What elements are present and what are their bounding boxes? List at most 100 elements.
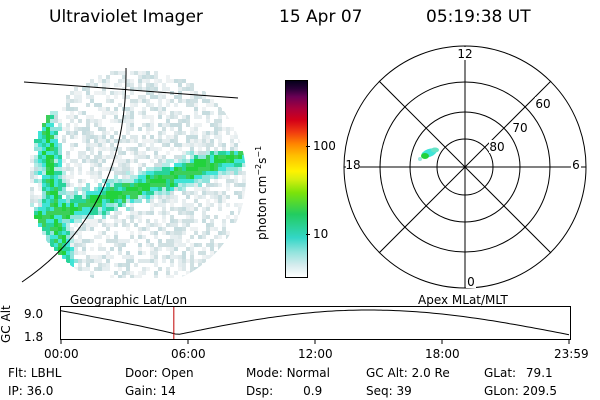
image-pixel [42,167,46,171]
image-pixel [98,135,102,139]
image-pixel [202,255,206,259]
image-pixel [90,199,94,203]
image-pixel [90,255,94,259]
image-pixel [82,223,86,227]
image-pixel [206,155,210,159]
image-pixel [118,267,122,271]
timeline-xtick-label: 18:00 [425,347,460,361]
image-pixel [194,115,198,119]
image-pixel [78,239,82,243]
image-pixel [102,111,106,115]
image-pixel [230,171,234,175]
image-pixel [86,159,90,163]
image-pixel [222,199,226,203]
image-pixel [102,155,106,159]
image-pixel [74,99,78,103]
image-pixel [134,159,138,163]
seq-field: Seq: 39 [366,384,412,398]
image-pixel [234,175,238,179]
image-pixel [158,159,162,163]
image-pixel [242,151,246,155]
image-pixel [166,187,170,191]
image-pixel [130,219,134,223]
image-pixel [202,143,206,147]
image-pixel [190,247,194,251]
image-pixel [122,223,126,227]
image-pixel [94,191,98,195]
image-pixel [130,255,134,259]
image-pixel [118,187,122,191]
image-pixel [166,151,170,155]
image-pixel [38,203,42,207]
gain-field: Gain: 14 [125,384,176,398]
image-pixel [158,223,162,227]
image-pixel [146,259,150,263]
image-pixel [50,231,54,235]
image-pixel [166,159,170,163]
image-pixel [126,115,130,119]
image-pixel [210,171,214,175]
image-pixel [178,239,182,243]
image-pixel [230,159,234,163]
image-pixel [94,179,98,183]
image-pixel [210,111,214,115]
image-pixel [102,131,106,135]
image-pixel [50,219,54,223]
image-pixel [150,167,154,171]
image-pixel [158,107,162,111]
image-pixel [102,79,106,83]
image-pixel [78,215,82,219]
image-pixel [174,111,178,115]
image-pixel [186,151,190,155]
image-pixel [162,227,166,231]
image-pixel [54,207,58,211]
image-pixel [202,107,206,111]
image-pixel [98,163,102,167]
image-pixel [210,167,214,171]
colorbar [285,80,308,278]
image-pixel [206,183,210,187]
image-pixel [130,91,134,95]
image-pixel [182,255,186,259]
mlat-label-70: 70 [512,121,527,135]
image-pixel [38,199,42,203]
image-pixel [66,239,70,243]
image-pixel [86,131,90,135]
image-pixel [178,171,182,175]
image-pixel [158,267,162,271]
image-pixel [30,199,34,203]
image-pixel [130,191,134,195]
polar-plot: 12 18 6 0 60 70 80 [343,45,587,289]
image-pixel [190,163,194,167]
image-pixel [114,107,118,111]
image-pixel [42,175,46,179]
image-pixel [218,199,222,203]
image-pixel [150,87,154,91]
lat-lon-line [23,81,239,99]
image-pixel [198,203,202,207]
image-pixel [50,115,54,119]
image-pixel [54,135,58,139]
image-pixel [138,211,142,215]
image-pixel [78,231,82,235]
image-pixel [134,175,138,179]
image-pixel [122,91,126,95]
image-pixel [226,131,230,135]
label-bg [571,158,581,171]
image-pixel [174,131,178,135]
image-pixel [202,91,206,95]
timeline-xtick-label: 12:00 [298,347,333,361]
image-pixel [62,231,66,235]
image-pixel [70,119,74,123]
image-pixel [222,127,226,131]
image-pixel [62,139,66,143]
image-pixel [222,147,226,151]
mlt-label-6: 6 [572,158,580,172]
image-pixel [170,223,174,227]
image-pixel [146,147,150,151]
image-pixel [142,251,146,255]
image-pixel [94,211,98,215]
image-pixel [138,163,142,167]
image-pixel [86,195,90,199]
image-pixel [198,95,202,99]
